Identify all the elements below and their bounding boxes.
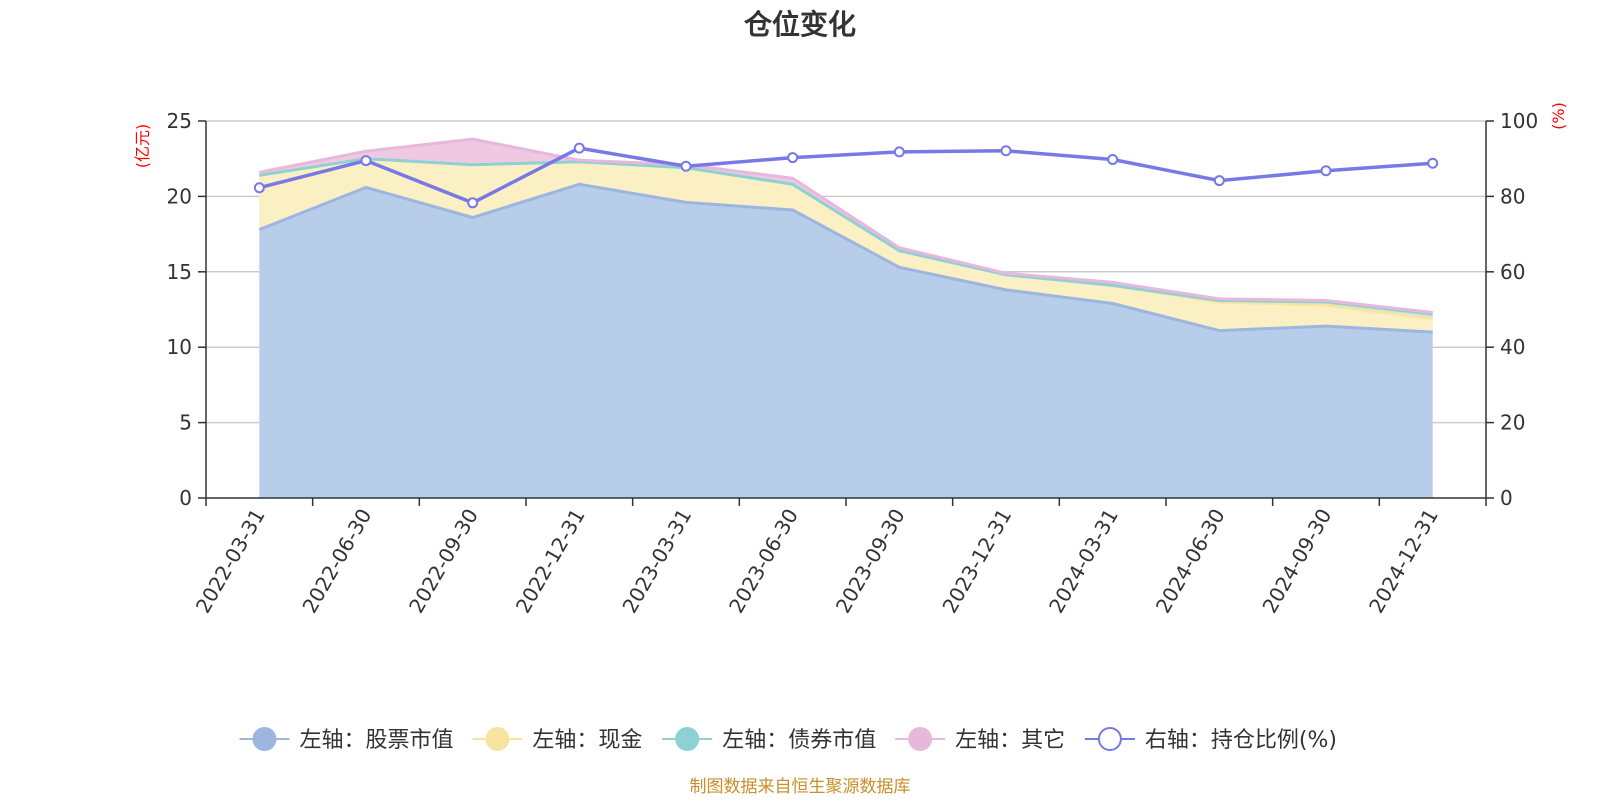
x-tick-label: 2022-06-30 — [297, 505, 376, 618]
ratio-point — [1107, 153, 1119, 165]
legend-item: 左轴：债券市值 — [662, 727, 876, 753]
ratio-point — [680, 160, 692, 172]
legend-item: 左轴：股票市值 — [239, 727, 453, 753]
legend-label: 左轴：股票市值 — [299, 728, 453, 753]
legend: 左轴：股票市值 左轴：现金 左轴：债券市值 左轴：其它 右轴：持仓比例(%) — [239, 727, 1337, 753]
x-tick-label: 2023-09-30 — [831, 505, 910, 618]
ratio-point — [1000, 145, 1012, 157]
ratio-line — [253, 142, 1439, 209]
chart-title: 仓位变化 — [744, 8, 856, 41]
ratio-point — [787, 152, 799, 164]
ratio-point — [573, 142, 585, 154]
right-tick-label: 0 — [1500, 486, 1513, 510]
legend-label: 右轴：持仓比例(%) — [1145, 728, 1337, 753]
area-edge-左轴：债券市值 — [259, 157, 1433, 316]
ratio-point — [1213, 175, 1225, 187]
right-tick-label: 20 — [1500, 411, 1525, 435]
legend-marker — [908, 727, 933, 751]
legend-marker — [675, 727, 700, 751]
legend-marker — [485, 727, 510, 751]
legend-label: 左轴：现金 — [532, 728, 642, 753]
ratio-point — [467, 197, 479, 209]
ratio-point — [253, 182, 265, 194]
area-edge-左轴：股票市值 — [258, 182, 1433, 334]
x-tick-label: 2023-03-31 — [617, 505, 696, 618]
legend-item: 左轴：现金 — [472, 727, 642, 753]
x-tick-label: 2024-06-30 — [1151, 505, 1230, 618]
source-note: 制图数据来自恒生聚源数据库 — [690, 777, 911, 797]
legend-label: 左轴：债券市值 — [722, 728, 876, 753]
left-tick-label: 25 — [167, 109, 192, 133]
left-tick-label: 0 — [179, 486, 192, 510]
right-tick-label: 40 — [1500, 335, 1525, 359]
area-edge-左轴：其它 — [259, 137, 1433, 314]
x-tick-label: 2023-12-31 — [937, 505, 1016, 618]
right-axis-unit: (%) — [1549, 102, 1568, 130]
right-tick-label: 100 — [1500, 109, 1538, 133]
x-tick-label: 2022-09-30 — [404, 504, 483, 617]
legend-item: 左轴：其它 — [895, 727, 1065, 753]
left-tick-label: 5 — [179, 411, 192, 435]
legend-marker — [1097, 727, 1122, 751]
ratio-point — [360, 155, 372, 167]
x-tick-label: 2023-06-30 — [724, 505, 803, 618]
ratio-point — [1320, 165, 1332, 177]
x-tick-label: 2024-09-30 — [1257, 505, 1336, 618]
area-左轴：现金 — [259, 158, 1433, 333]
x-tick-label: 2024-03-31 — [1044, 505, 1123, 618]
right-tick-label: 80 — [1500, 184, 1525, 208]
legend-item: 右轴：持仓比例(%) — [1084, 727, 1337, 753]
ratio-point — [1427, 157, 1439, 169]
legend-marker — [252, 727, 277, 751]
left-tick-label: 15 — [167, 260, 192, 284]
x-tick-label: 2022-03-31 — [191, 505, 270, 618]
left-tick-label: 20 — [167, 184, 192, 208]
legend-label: 左轴：其它 — [955, 728, 1065, 753]
x-tick-label: 2024-12-31 — [1364, 505, 1443, 618]
area-左轴：股票市值 — [259, 184, 1433, 499]
left-tick-label: 10 — [167, 335, 192, 359]
x-tick-label: 2022-12-31 — [511, 505, 590, 618]
area-左轴：其它 — [259, 139, 1433, 314]
right-tick-label: 60 — [1500, 260, 1525, 284]
left-axis-unit: (亿元) — [133, 124, 152, 169]
ratio-polyline — [258, 146, 1433, 205]
stacked-areas — [258, 137, 1433, 499]
ratio-point — [893, 146, 905, 158]
